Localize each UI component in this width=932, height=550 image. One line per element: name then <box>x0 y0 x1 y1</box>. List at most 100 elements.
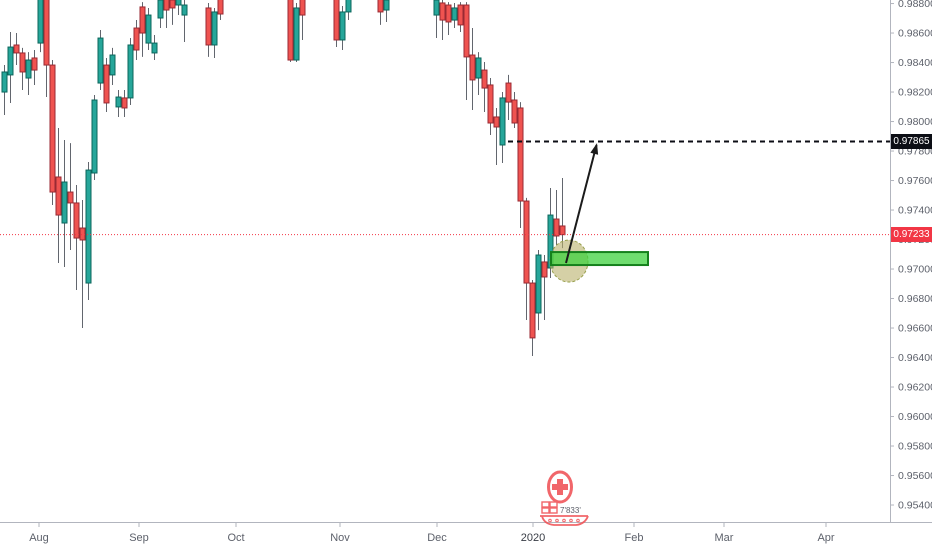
candle-up <box>1 71 8 93</box>
candle-up <box>109 54 116 76</box>
candle-down <box>133 27 140 51</box>
time-tick-label: Nov <box>330 532 350 544</box>
ship-porthole <box>548 518 552 523</box>
time-tick-label-year: 2020 <box>521 532 545 544</box>
candle-down <box>217 0 224 15</box>
candle-down <box>377 0 384 13</box>
candle-up <box>433 0 440 16</box>
candle-down <box>49 64 56 193</box>
candle-down <box>287 0 294 61</box>
candle-down <box>169 0 176 9</box>
candle-up <box>175 0 182 6</box>
candle-up <box>475 57 482 79</box>
candle-down <box>139 6 146 34</box>
target-zone-rect[interactable] <box>550 251 649 267</box>
candle-down <box>445 4 452 23</box>
candle-up <box>211 11 218 46</box>
time-tick-label: Aug <box>29 532 49 544</box>
ship-porthole <box>569 518 573 523</box>
candle-down <box>517 107 524 202</box>
container-box <box>541 501 550 508</box>
cargo-ship-hull-icon <box>540 515 589 526</box>
candle-down <box>529 282 536 339</box>
candle-up <box>97 37 104 84</box>
candle-down <box>463 4 470 58</box>
candle-down <box>73 202 80 239</box>
candle-up <box>157 0 164 19</box>
candle-up <box>115 96 122 108</box>
ship-porthole <box>576 518 580 523</box>
candle-down <box>103 64 110 104</box>
candle-up <box>499 97 506 146</box>
candle-down <box>163 0 170 11</box>
candle-down <box>121 97 128 109</box>
candle-down <box>511 99 518 124</box>
time-axis[interactable]: Aug Sep Oct Nov Dec 2020 Feb Mar Apr <box>0 522 932 544</box>
candle-down <box>43 0 50 66</box>
author-watermark: 7'833' <box>540 470 589 526</box>
time-tick-label: Feb <box>625 532 644 544</box>
candle-up <box>145 14 152 44</box>
trend-arrow-line[interactable] <box>565 144 598 264</box>
time-tick-label: Apr <box>817 532 834 544</box>
candle-up <box>25 59 32 79</box>
candle-up <box>181 4 188 16</box>
time-tick-label: Dec <box>427 532 447 544</box>
candle-up <box>91 99 98 174</box>
candle-down <box>19 52 26 73</box>
candle-down <box>299 0 306 16</box>
candle-down <box>559 225 566 236</box>
price-axis-label-target: 0.97865 <box>891 133 932 149</box>
watermark-count-text: 7'833' <box>560 506 581 515</box>
price-axis-label-last-price: 0.97233 <box>891 227 932 243</box>
candle-down <box>31 57 38 71</box>
price-tick-label: 0.95400 <box>898 500 932 512</box>
candle-down <box>333 0 340 41</box>
candle-down <box>469 54 476 81</box>
candle-down <box>481 69 488 89</box>
candle-down <box>493 116 500 128</box>
candle-down <box>523 200 530 284</box>
candle-down <box>79 227 86 241</box>
candle-down <box>55 176 62 216</box>
candle-down <box>439 2 446 21</box>
candle-up <box>151 42 158 54</box>
time-tick-label: Sep <box>129 532 149 544</box>
time-tick-label: Mar <box>715 532 734 544</box>
candle-up <box>7 46 14 76</box>
candle-down <box>541 261 548 278</box>
time-tick-label: Oct <box>227 532 244 544</box>
candle-up <box>345 0 352 13</box>
candle-up <box>535 254 542 314</box>
candle-down <box>67 191 74 204</box>
ship-porthole <box>562 518 566 523</box>
candle-down <box>487 84 494 124</box>
candle-up <box>37 0 44 44</box>
container-box <box>541 507 550 514</box>
candle-down <box>505 82 512 103</box>
candle-up <box>61 181 68 224</box>
candle-up <box>547 214 554 269</box>
candle-down <box>457 4 464 26</box>
trend-arrow-head <box>590 143 599 155</box>
candle-up <box>383 0 390 11</box>
candle-up <box>339 11 346 41</box>
